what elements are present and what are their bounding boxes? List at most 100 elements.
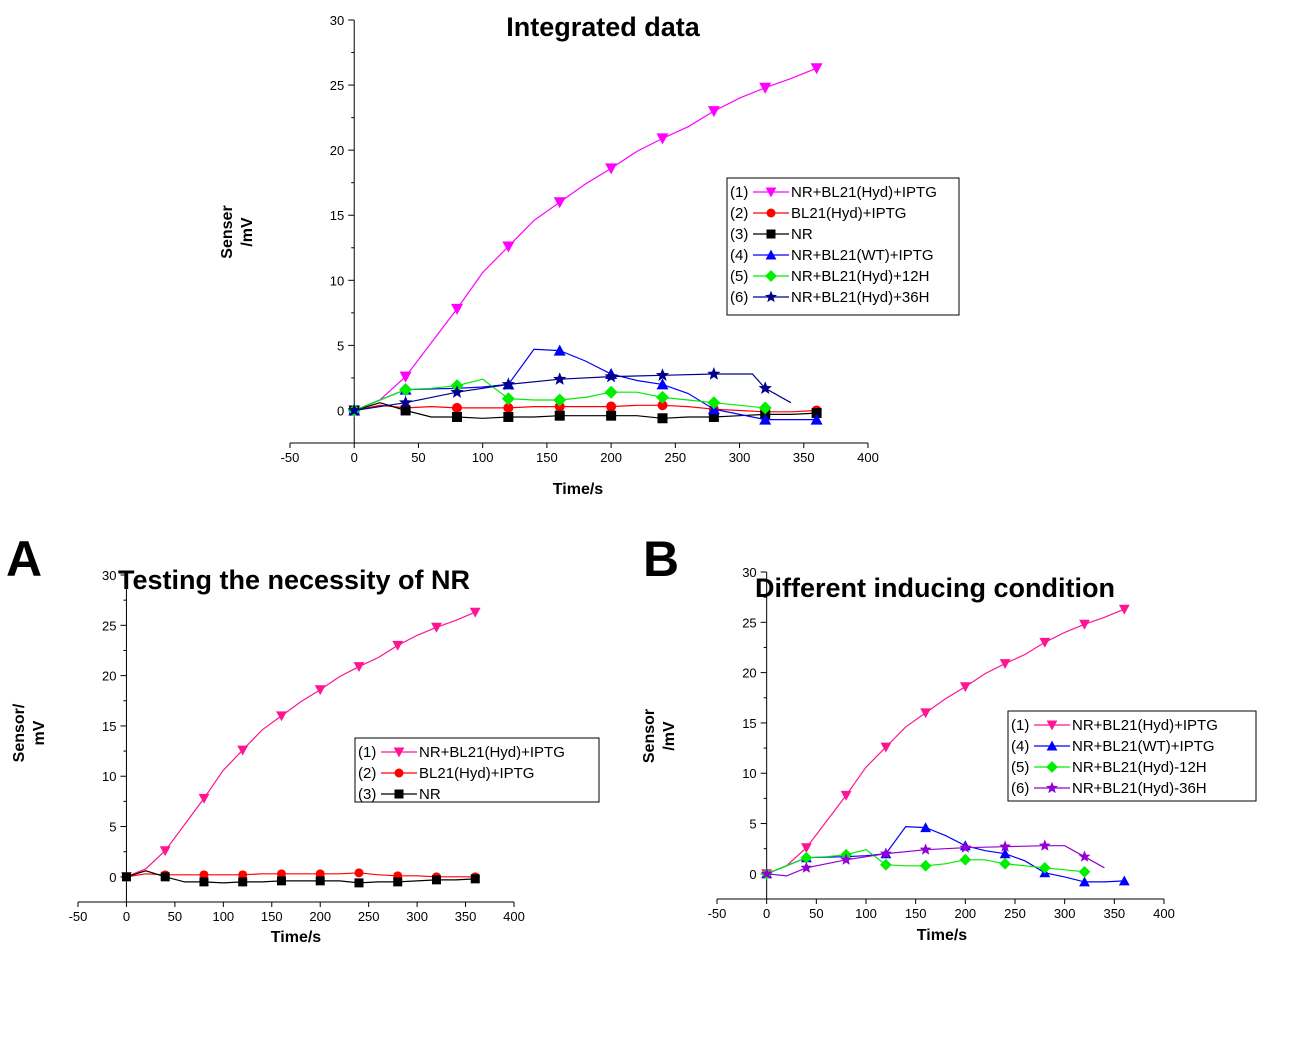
data-point — [800, 851, 813, 864]
chart-integrated-data: Integrated data Time/s Senser /mV -50 0 50… — [219, 12, 960, 498]
x-tick-label: 100 — [472, 450, 494, 465]
legend-swatch-marker — [765, 290, 777, 303]
y-tick-label: 25 — [102, 618, 116, 633]
legend-swatch-marker — [765, 249, 777, 260]
x-tick-label: 0 — [763, 906, 770, 921]
series-line-1 — [126, 611, 476, 878]
legend-label: BL21(Hyd)+IPTG — [419, 765, 534, 782]
x-tick-label: 150 — [261, 909, 283, 924]
legend-swatch-marker — [1046, 761, 1058, 773]
data-point — [810, 413, 823, 425]
y-tick-label: 25 — [742, 615, 756, 630]
series-line-3 — [126, 870, 476, 884]
legend-tag: (2) — [730, 205, 748, 222]
x-tick-label: -50 — [281, 450, 300, 465]
data-point — [810, 63, 823, 75]
data-point — [707, 367, 721, 380]
x-tick-label: 200 — [600, 450, 622, 465]
data-point — [840, 790, 852, 801]
y-tick-label: 5 — [337, 338, 344, 353]
chart-title: Different inducing condition — [755, 573, 1115, 603]
data-point — [399, 383, 413, 397]
y-tick-label: 5 — [749, 817, 756, 832]
data-point — [656, 133, 669, 145]
data-point — [999, 857, 1011, 870]
y-tick-label: 5 — [109, 820, 116, 835]
plot-area: -50 0 50 100 150 200 250 300 350 400 0 5 10 15 20 25 30 — [708, 565, 1175, 921]
data-point — [920, 822, 931, 833]
plot-area: -50 0 50 100 150 200 250 300 350 400 0 5 10 15 20 25 30 — [281, 13, 879, 465]
x-axis-label: Time/s — [917, 927, 968, 944]
legend-tag: (4) — [1011, 738, 1029, 755]
data-point — [959, 841, 972, 853]
legend-tag: (2) — [358, 765, 376, 782]
data-point — [276, 711, 287, 722]
data-point — [1038, 839, 1051, 851]
data-point — [553, 372, 567, 385]
data-point — [469, 607, 481, 618]
legend-label: NR+BL21(WT)+IPTG — [1072, 738, 1215, 755]
legend-swatch-marker — [394, 768, 404, 778]
legend-label: NR+BL21(Hyd)-12H — [1072, 759, 1207, 776]
legend-label: NR — [419, 786, 441, 803]
data-point — [999, 848, 1011, 859]
data-point — [238, 877, 248, 887]
legend-label: NR — [791, 226, 813, 243]
y-axis-label-line1: Sensor/ — [11, 703, 28, 762]
y-axis-label-line1: Senser — [219, 205, 236, 258]
y-tick-label: 15 — [102, 719, 116, 734]
legend-tag: (1) — [730, 184, 748, 201]
x-tick-label: 50 — [809, 906, 823, 921]
legend-tag: (4) — [730, 247, 748, 264]
y-tick-label: 20 — [330, 143, 344, 158]
series-line-2 — [354, 404, 817, 413]
data-point — [758, 401, 772, 415]
data-point — [354, 868, 364, 878]
y-tick-label: 15 — [330, 208, 344, 223]
data-point — [657, 413, 668, 424]
data-point — [606, 410, 617, 421]
data-point — [199, 877, 209, 887]
data-point — [1079, 619, 1090, 630]
series-line-5 — [353, 378, 766, 412]
data-point — [501, 377, 515, 391]
x-tick-label: 100 — [855, 906, 877, 921]
y-tick-label: 15 — [742, 716, 756, 731]
y-tick-label: 30 — [330, 13, 344, 28]
legend-label: NR+BL21(Hyd)+12H — [791, 268, 929, 285]
data-point — [879, 847, 892, 859]
chart-panel-b: B Different inducing condition Time/s Se… — [641, 531, 1257, 944]
x-tick-label: 200 — [309, 909, 331, 924]
data-point — [707, 396, 721, 410]
series-line-2 — [126, 872, 476, 878]
data-point — [314, 685, 326, 696]
legend-label: NR+BL21(Hyd)+IPTG — [419, 744, 565, 761]
chart-title: Integrated data — [506, 12, 701, 42]
legend-label: BL21(Hyd)+IPTG — [791, 205, 906, 222]
x-tick-label: 250 — [1004, 906, 1026, 921]
data-point — [655, 368, 670, 381]
data-point — [999, 840, 1012, 852]
x-tick-label: 200 — [954, 906, 976, 921]
data-point — [759, 82, 772, 94]
data-point — [451, 402, 462, 413]
legend-label: NR+BL21(Hyd)+36H — [791, 289, 929, 306]
x-axis-label: Time/s — [271, 929, 322, 946]
legend-tag: (5) — [730, 268, 748, 285]
data-point — [198, 793, 210, 804]
y-tick-label: 20 — [102, 669, 116, 684]
data-point — [959, 682, 971, 693]
y-tick-label: 10 — [330, 273, 344, 288]
data-point — [160, 872, 170, 882]
data-point — [451, 411, 462, 422]
data-point — [708, 411, 719, 422]
x-tick-label: 250 — [358, 909, 380, 924]
data-point — [811, 408, 822, 419]
series-line-4 — [766, 845, 1105, 877]
x-tick-label: 400 — [503, 909, 525, 924]
x-tick-label: 350 — [1103, 906, 1125, 921]
data-point — [503, 411, 514, 422]
plot-area: -50 0 50 100 150 200 250 300 350 400 0 5 10 15 20 25 30 — [69, 568, 525, 924]
data-point — [398, 395, 413, 409]
data-point — [501, 392, 515, 406]
